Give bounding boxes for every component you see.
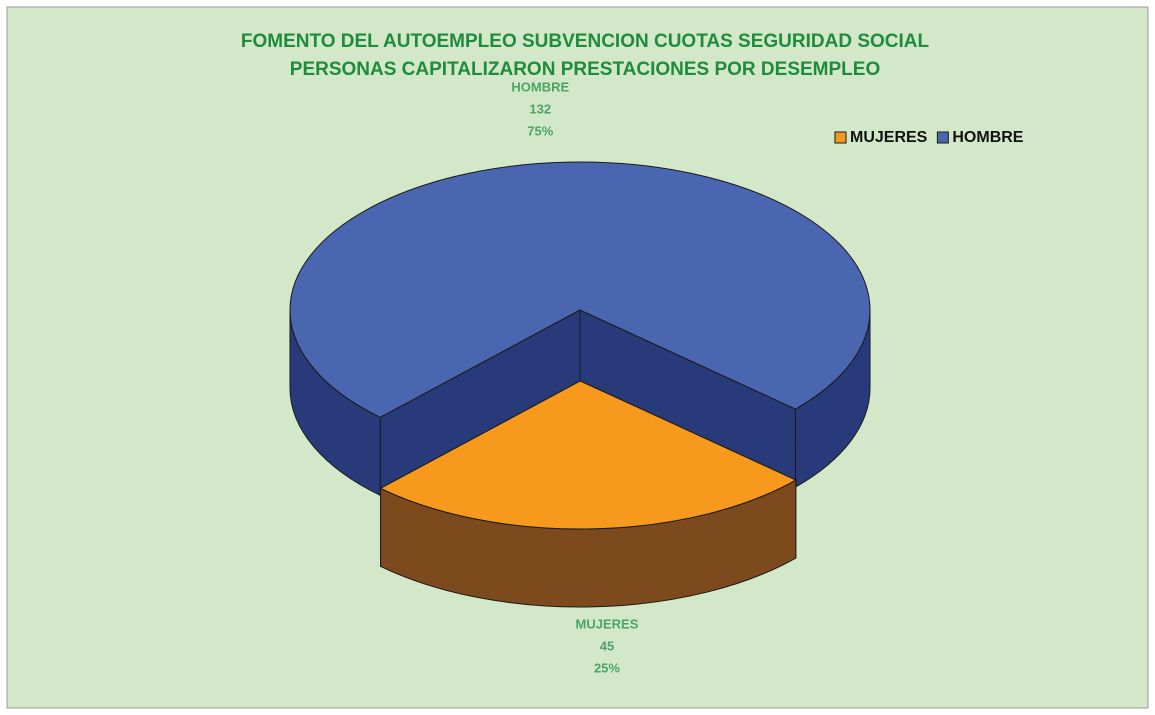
data-label-name: MUJERES [576,616,639,631]
legend-swatch [936,131,949,144]
data-label-percent: 75% [527,124,553,139]
legend-label: HOMBRE [952,129,1023,146]
slice [289,161,871,418]
data-label-value: 45 [600,638,614,653]
data-label-value: 132 [529,102,551,117]
legend-label: MUJERES [850,129,928,146]
chart-title: FOMENTO DEL AUTOEMPLEO SUBVENCION CUOTAS… [241,31,930,52]
data-label-name: HOMBRE [511,80,569,95]
chart-title: PERSONAS CAPITALIZARON PRESTACIONES POR … [290,59,880,80]
slice [379,380,797,530]
legend-swatch [834,131,847,144]
data-label-percent: 25% [594,660,620,675]
